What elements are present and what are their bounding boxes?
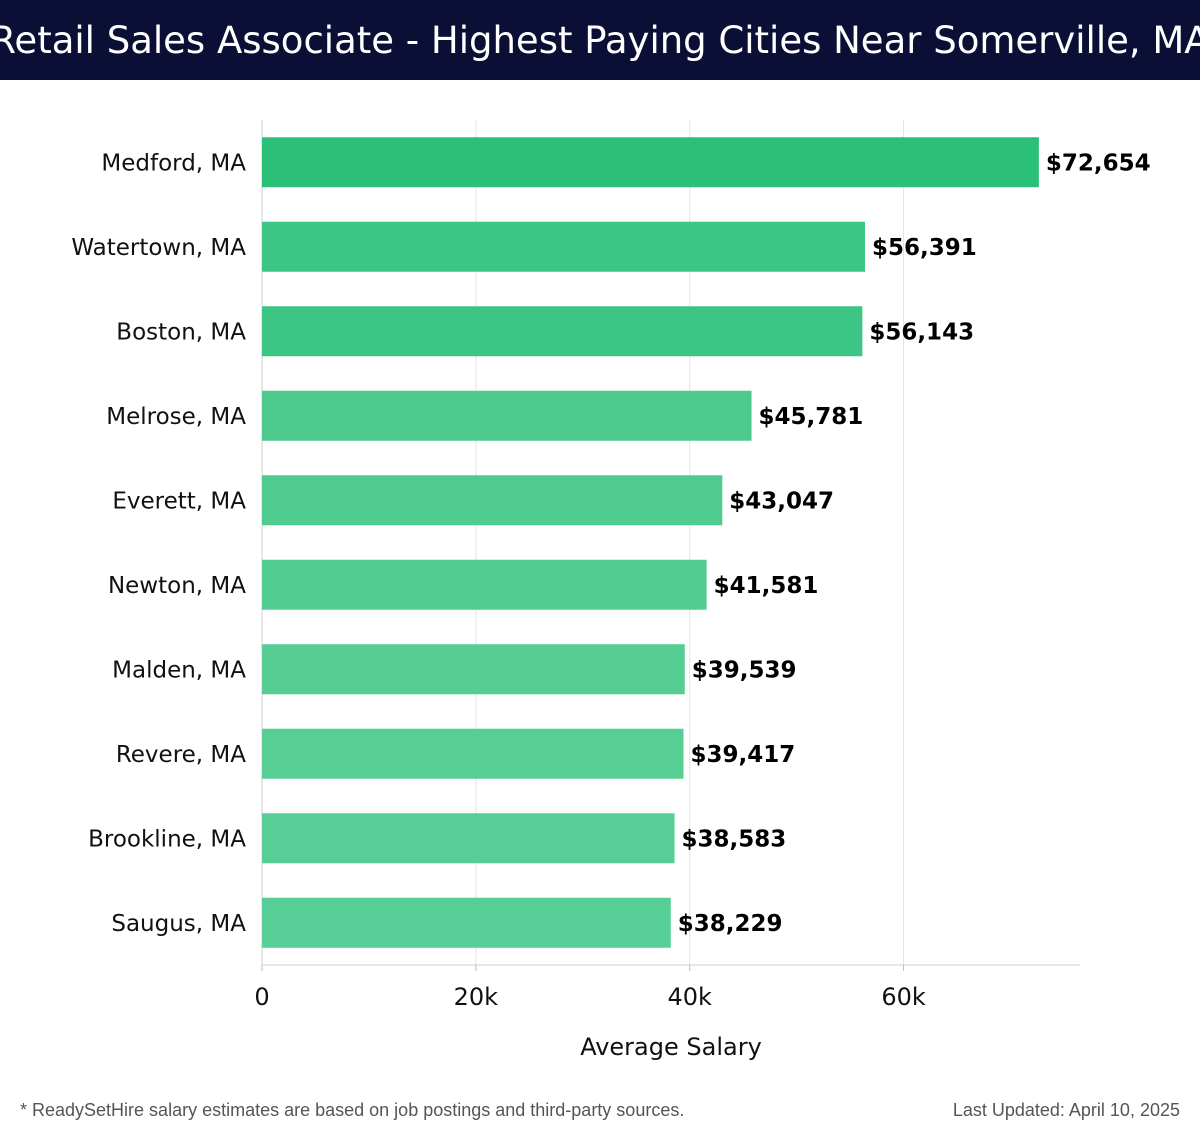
value-label: $38,583 [682, 826, 787, 852]
value-label: $39,539 [692, 657, 797, 683]
category-label: Malden, MA [112, 657, 246, 683]
bar [262, 813, 675, 864]
bar [262, 644, 685, 695]
chart-title-banner: Retail Sales Associate - Highest Paying … [0, 0, 1200, 80]
value-label: $38,229 [678, 911, 783, 937]
bar [262, 306, 863, 357]
category-label: Boston, MA [116, 319, 246, 345]
bar [262, 221, 865, 272]
footer-last-updated: Last Updated: April 10, 2025 [952, 1100, 1180, 1120]
bar [262, 390, 752, 441]
value-label: $72,654 [1046, 150, 1151, 176]
value-label: $39,417 [690, 742, 795, 768]
value-label: $41,581 [714, 573, 819, 599]
bar [262, 897, 671, 948]
bar [262, 475, 723, 526]
value-label: $56,143 [869, 319, 974, 345]
x-tick-label: 20k [454, 983, 499, 1011]
value-label: $56,391 [872, 235, 977, 261]
category-label: Saugus, MA [111, 911, 246, 937]
category-label: Newton, MA [108, 573, 246, 599]
category-label: Revere, MA [116, 742, 246, 768]
value-label: $45,781 [759, 404, 864, 430]
x-tick-label: 0 [254, 983, 269, 1011]
value-label: $43,047 [729, 488, 834, 514]
bar [262, 728, 684, 779]
footer-disclaimer: * ReadySetHire salary estimates are base… [20, 1100, 685, 1120]
x-tick-label: 60k [881, 983, 926, 1011]
chart-title: Retail Sales Associate - Highest Paying … [0, 18, 1200, 62]
x-tick-label: 40k [667, 983, 712, 1011]
category-label: Medford, MA [101, 150, 246, 176]
category-label: Melrose, MA [106, 404, 246, 430]
bar [262, 137, 1039, 188]
x-axis-title: Average Salary [580, 1033, 762, 1061]
category-label: Watertown, MA [71, 235, 246, 261]
category-label: Brookline, MA [88, 826, 246, 852]
bar [262, 559, 707, 610]
category-label: Everett, MA [112, 488, 246, 514]
salary-bar-chart: 0 20k 40k 60k Average Salary Medford, MA $72,6… [71, 120, 1151, 1061]
